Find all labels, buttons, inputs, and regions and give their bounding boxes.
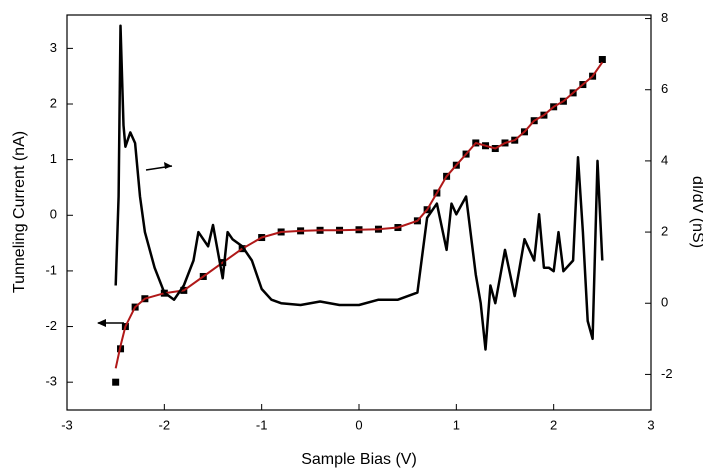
arrow-right [145, 162, 173, 171]
y-tick-label: -2 [45, 318, 57, 333]
y-axis-label: Tunneling Current (nA) [11, 131, 28, 293]
x-tick-label: -1 [256, 417, 268, 432]
y-tick-label: -1 [45, 262, 57, 277]
x-tick-label: 0 [355, 417, 362, 432]
fit-line [114, 61, 604, 369]
didv-line [114, 24, 604, 351]
square-marker [598, 56, 606, 64]
y-tick-label: 2 [50, 95, 57, 110]
y2-axis-label: dI/dV (nS) [689, 176, 703, 248]
y2-tick-label: 8 [661, 10, 668, 25]
y2-tick-label: 6 [661, 81, 668, 96]
y2-tick-label: 0 [661, 295, 668, 310]
x-tick-label: 3 [647, 417, 654, 432]
y2-tick-label: 2 [661, 224, 668, 239]
arrow-left [97, 319, 124, 327]
y-tick-label: 1 [50, 151, 57, 166]
x-tick-label: 2 [550, 417, 557, 432]
y2-tick-label: 4 [661, 152, 668, 167]
x-axis-label: Sample Bias (V) [301, 451, 417, 468]
square-marker [112, 378, 120, 386]
x-tick-label: 1 [453, 417, 460, 432]
x-tick-label: -3 [61, 417, 73, 432]
y-tick-label: -3 [45, 374, 57, 389]
y-tick-label: 3 [50, 40, 57, 55]
y-tick-label: 0 [50, 207, 57, 222]
x-tick-label: -2 [159, 417, 171, 432]
plot-frame [66, 14, 652, 411]
y2-tick-label: -2 [661, 366, 673, 381]
